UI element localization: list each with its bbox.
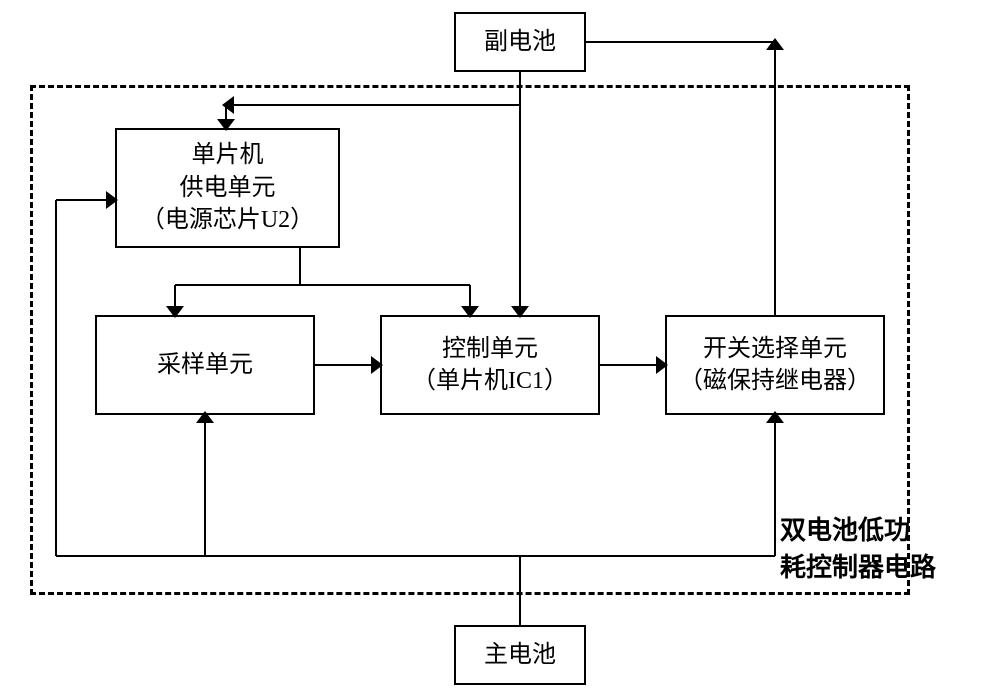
node-sampling: 采样单元 bbox=[95, 315, 315, 415]
arrow-head bbox=[217, 119, 235, 131]
node-switch_sel: 开关选择单元 （磁保持继电器） bbox=[665, 315, 885, 415]
node-main_battery: 主电池 bbox=[454, 625, 586, 685]
edge-segment bbox=[774, 42, 776, 315]
arrow-head bbox=[766, 411, 784, 423]
arrow-head bbox=[196, 411, 214, 423]
edge-segment bbox=[175, 284, 470, 286]
node-control: 控制单元 （单片机IC1） bbox=[380, 315, 600, 415]
edge-segment bbox=[55, 200, 57, 556]
arrow-head bbox=[106, 191, 118, 209]
caption-label: 双电池低功 耗控制器电路 bbox=[780, 510, 936, 584]
edge-segment bbox=[56, 555, 775, 557]
edge-segment bbox=[586, 41, 775, 43]
edge-segment bbox=[519, 556, 521, 625]
arrow-head bbox=[461, 306, 479, 318]
arrow-head bbox=[656, 356, 668, 374]
edge-segment bbox=[519, 72, 521, 315]
edge-segment bbox=[226, 104, 520, 106]
edge-segment bbox=[204, 415, 206, 556]
arrow-head bbox=[371, 356, 383, 374]
edge-segment bbox=[774, 415, 776, 556]
arrow-head bbox=[511, 306, 529, 318]
node-aux_battery: 副电池 bbox=[454, 12, 586, 72]
node-mcu_psu: 单片机 供电单元 （电源芯片U2） bbox=[115, 128, 340, 248]
arrow-head bbox=[166, 306, 184, 318]
edge-segment bbox=[299, 248, 301, 285]
